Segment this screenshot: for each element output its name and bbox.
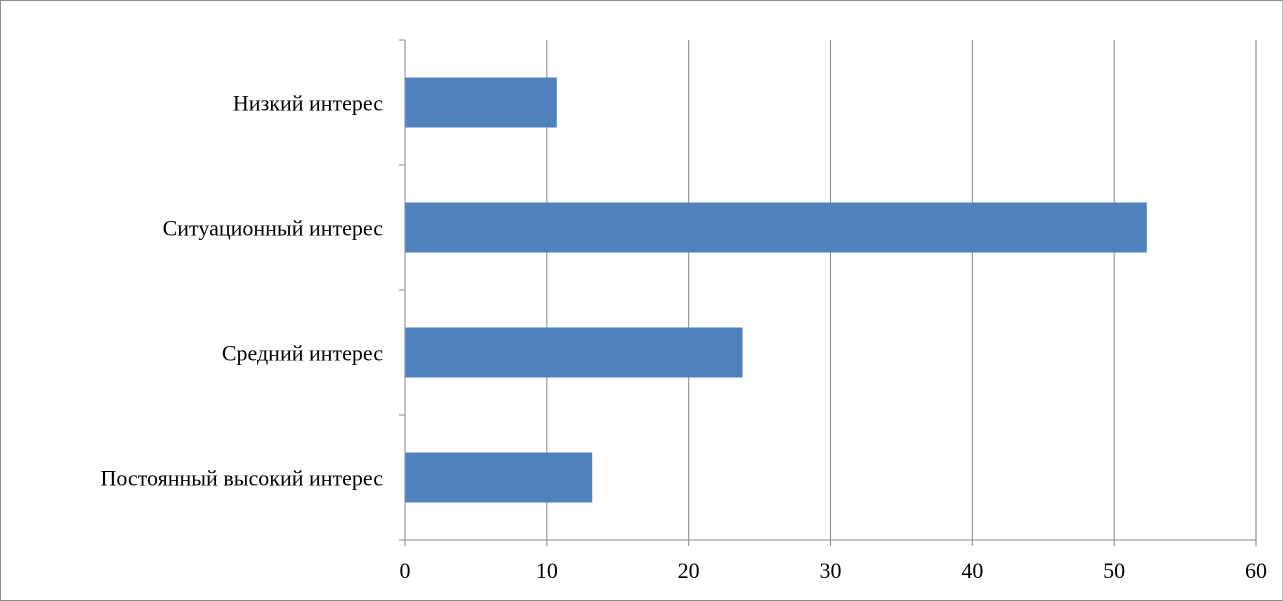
tick-label-x-50: 50 <box>1103 558 1125 583</box>
category-label-1: Средний интерес <box>222 341 383 366</box>
tick-label-x-30: 30 <box>820 558 842 583</box>
bar-1 <box>405 327 743 378</box>
tick-label-x-40: 40 <box>961 558 983 583</box>
axes <box>399 39 1257 546</box>
category-label-0: Постоянный высокий интерес <box>101 466 384 491</box>
category-label-3: Низкий интерес <box>233 91 383 116</box>
tick-label-x-0: 0 <box>400 558 411 583</box>
bar-3 <box>405 77 557 128</box>
tick-label-x-60: 60 <box>1245 558 1267 583</box>
category-labels: Постоянный высокий интерес Средний интере… <box>101 91 384 491</box>
category-label-2: Ситуационный интерес <box>163 216 384 241</box>
bars <box>405 77 1147 503</box>
bar-0 <box>405 452 593 503</box>
tick-label-x-10: 10 <box>536 558 558 583</box>
x-tick-labels: 0 10 20 30 40 50 60 <box>400 558 1268 583</box>
tick-label-x-20: 20 <box>678 558 700 583</box>
bar-2 <box>405 202 1147 253</box>
gridlines <box>546 40 1257 540</box>
